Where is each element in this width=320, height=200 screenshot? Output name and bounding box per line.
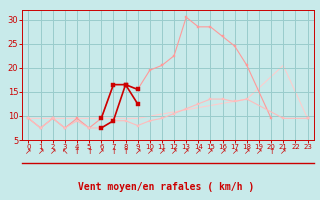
Text: ↑: ↑ [74,148,80,156]
Text: ↗: ↗ [183,148,189,156]
Text: ↗: ↗ [159,148,165,156]
Text: ↑: ↑ [86,148,92,156]
Text: ↑: ↑ [122,148,129,156]
Text: ↗: ↗ [256,148,262,156]
Text: ↗: ↗ [98,148,104,156]
Text: ↗: ↗ [37,148,44,156]
Text: ↗: ↗ [232,148,238,156]
Text: Vent moyen/en rafales ( km/h ): Vent moyen/en rafales ( km/h ) [78,182,254,192]
Text: ↗: ↗ [280,148,286,156]
Text: ↗: ↗ [147,148,153,156]
Text: ↖: ↖ [62,148,68,156]
Text: ↑: ↑ [110,148,116,156]
Text: ↗: ↗ [25,148,32,156]
Text: ↗: ↗ [195,148,202,156]
Text: ↗: ↗ [220,148,226,156]
Text: ↗: ↗ [50,148,56,156]
Text: ↑: ↑ [268,148,274,156]
Text: ↗: ↗ [244,148,250,156]
Text: ↗: ↗ [207,148,214,156]
Text: ↗: ↗ [134,148,141,156]
Text: ↗: ↗ [171,148,177,156]
